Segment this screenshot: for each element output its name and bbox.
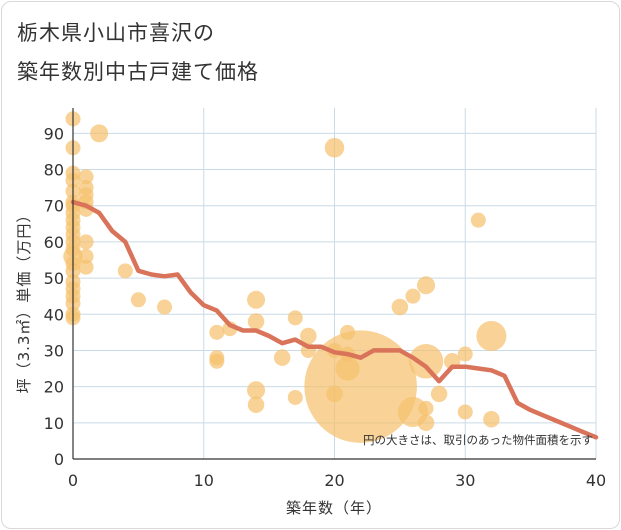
scatter-bubble <box>408 344 444 379</box>
x-tick-label: 30 <box>455 471 475 490</box>
y-tick-label: 10 <box>44 414 64 433</box>
scatter-bubble <box>430 385 448 403</box>
scatter-bubble <box>247 381 266 400</box>
y-tick-label: 50 <box>44 269 64 288</box>
axes: 0 10 20 30 40 50 60 70 80 90 0 10 20 30 40 <box>44 108 606 490</box>
y-tick-label: 70 <box>44 197 64 216</box>
chart-title-line-1: 栃木県小山市喜沢の <box>17 21 215 45</box>
bubble-size-note: 円の大きさは、取引のあった物件面積を示す <box>363 433 593 447</box>
y-tick-label: 30 <box>44 341 64 360</box>
scatter-bubble <box>273 349 291 366</box>
scatter-bubble <box>90 124 109 143</box>
y-tick-label: 0 <box>54 450 64 469</box>
scatter-bubble <box>483 410 500 428</box>
scatter-bubble <box>247 396 265 413</box>
x-tick-label: 20 <box>324 471 344 490</box>
bubble-series <box>63 111 507 443</box>
scatter-bubble <box>470 212 486 228</box>
scatter-bubble <box>391 298 409 316</box>
scatter-bubble <box>287 310 303 326</box>
trend-line <box>70 199 599 440</box>
scatter-bubble <box>405 288 421 304</box>
scatter-bubble <box>287 389 303 405</box>
scatter-bubble <box>130 292 146 308</box>
scatter-bubble <box>418 400 434 416</box>
x-tick-label: 10 <box>194 471 214 490</box>
scatter-bubble <box>417 276 436 295</box>
scatter-bubble <box>247 290 266 309</box>
scatter-bubble <box>300 327 317 345</box>
y-axis-label: 坪（3.3㎡）単価（万円） <box>15 207 33 394</box>
scatter-bubble <box>247 313 265 330</box>
scatter-bubble <box>78 234 94 250</box>
y-tick-label: 20 <box>44 378 64 397</box>
scatter-bubble <box>417 414 435 432</box>
chart-title-line-2: 築年数別中古戸建て価格 <box>17 60 259 84</box>
scatter-bubble <box>326 385 343 403</box>
scatter-bubble <box>209 353 225 369</box>
scatter-bubble <box>457 404 473 420</box>
scatter-bubble <box>117 263 133 279</box>
x-tick-label: 0 <box>68 471 78 490</box>
scatter-bubble <box>157 299 173 315</box>
scatter-bubble <box>209 324 225 340</box>
y-tick-label: 80 <box>44 161 64 180</box>
scatter-bubble <box>457 346 473 362</box>
y-tick-label: 90 <box>44 124 64 143</box>
y-tick-label: 60 <box>44 233 64 252</box>
y-tick-label: 40 <box>44 305 64 324</box>
scatter-bubble <box>340 324 356 340</box>
scatter-bubble <box>335 356 360 381</box>
trend-line-series <box>70 199 599 440</box>
x-tick-label: 40 <box>586 471 606 490</box>
scatter-bubble <box>476 320 507 351</box>
scatter-bubble <box>78 169 94 185</box>
scatter-bubble <box>304 330 417 443</box>
scatter-bubble <box>78 248 94 264</box>
scatter-bubble <box>78 259 94 275</box>
x-axis-label: 築年数（年） <box>286 499 382 517</box>
scatter-bubble <box>324 138 345 158</box>
